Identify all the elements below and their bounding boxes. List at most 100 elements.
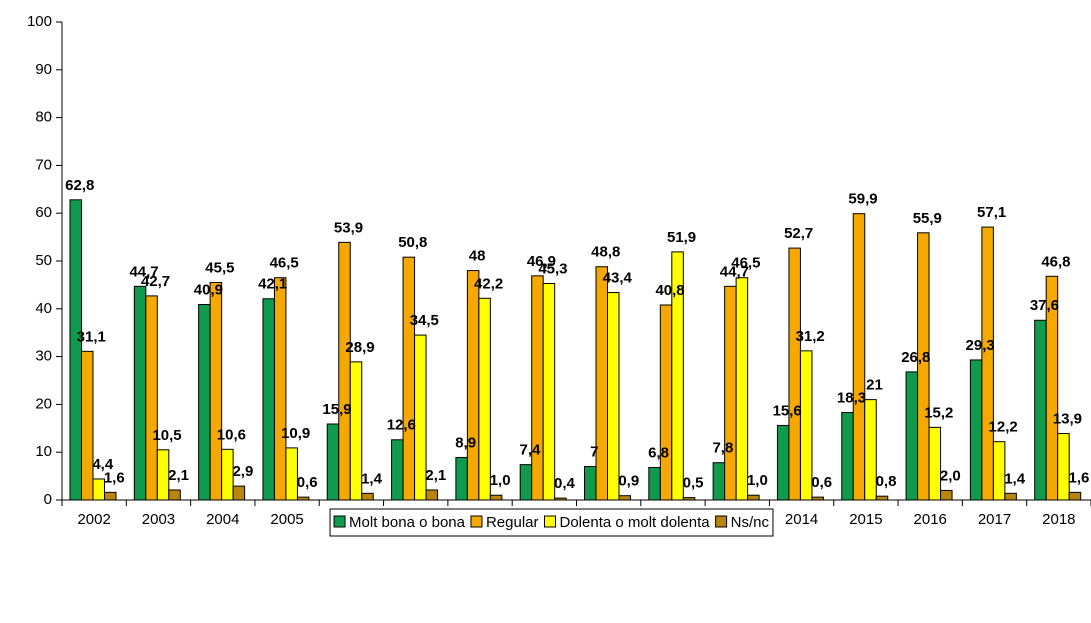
bar <box>198 303 211 501</box>
y-tick-label: 90 <box>35 61 52 78</box>
bar <box>232 485 246 501</box>
bar <box>724 285 737 501</box>
data-label: 42,1 <box>258 276 287 293</box>
data-label: 2,9 <box>232 463 253 480</box>
bar <box>1045 275 1059 501</box>
bar <box>326 423 340 501</box>
bar <box>682 497 696 501</box>
data-label: 4,4 <box>92 456 114 473</box>
bar <box>519 464 533 501</box>
data-label: 10,5 <box>152 427 181 444</box>
y-tick-label: 70 <box>35 156 52 173</box>
y-tick-label: 40 <box>35 300 52 317</box>
y-tick-label: 100 <box>27 13 52 30</box>
data-label: 15,6 <box>773 402 802 419</box>
data-label: 0,8 <box>876 473 897 490</box>
y-tick-label: 60 <box>35 204 52 221</box>
data-label: 52,7 <box>784 225 813 242</box>
bar <box>402 256 416 501</box>
data-label: 51,9 <box>667 229 696 246</box>
data-label: 18,3 <box>837 389 866 406</box>
data-label: 0,5 <box>683 475 704 492</box>
data-label: 29,3 <box>966 337 995 354</box>
y-tick-label: 30 <box>35 348 52 365</box>
x-tick-label: 2015 <box>849 511 882 528</box>
bar <box>905 371 919 501</box>
bar <box>361 492 374 501</box>
bar <box>584 466 597 501</box>
data-label: 31,2 <box>796 328 825 345</box>
bar <box>104 491 117 501</box>
bar <box>69 199 82 501</box>
bar <box>981 226 994 501</box>
data-label: 45,5 <box>205 259 234 276</box>
bar <box>92 478 105 501</box>
bar <box>531 275 544 501</box>
bar <box>273 277 287 501</box>
bar <box>747 494 760 501</box>
data-label: 48,8 <box>591 244 620 261</box>
bar <box>349 361 363 501</box>
data-label: 8,9 <box>455 434 476 451</box>
x-tick-label: 2004 <box>206 511 239 528</box>
x-tick-label: 2017 <box>978 511 1011 528</box>
data-label: 40,9 <box>194 281 223 298</box>
legend-swatch <box>333 515 346 528</box>
data-label: 2,0 <box>940 467 961 484</box>
bar <box>1004 492 1017 501</box>
bar <box>391 439 404 501</box>
data-label: 46,8 <box>1041 253 1070 270</box>
bar <box>1057 433 1070 501</box>
data-label: 57,1 <box>977 204 1006 221</box>
data-label: 2,1 <box>168 467 189 484</box>
bar <box>864 399 877 501</box>
bar <box>489 494 503 501</box>
legend-swatch <box>715 515 728 528</box>
bar <box>992 441 1006 501</box>
bar <box>554 497 567 501</box>
bar <box>671 251 684 501</box>
data-label: 1,6 <box>1069 469 1090 486</box>
bar <box>81 350 94 501</box>
data-label: 0,9 <box>618 473 639 490</box>
data-label: 12,6 <box>387 417 416 434</box>
x-tick-label: 2003 <box>142 511 175 528</box>
bar <box>659 304 673 501</box>
data-label: 62,8 <box>65 177 94 194</box>
data-label: 6,8 <box>648 444 669 461</box>
data-label: 0,6 <box>297 474 318 491</box>
data-label: 44,7 <box>129 263 158 280</box>
data-label: 59,9 <box>848 191 877 208</box>
data-label: 0,4 <box>554 475 576 492</box>
legend-label: Ns/nc <box>731 514 770 531</box>
data-label: 7 <box>590 444 598 461</box>
data-label: 15,9 <box>322 401 351 418</box>
bar <box>940 489 953 501</box>
bar <box>425 489 439 501</box>
bar <box>262 298 275 501</box>
y-tick-label: 10 <box>35 443 52 460</box>
bar <box>735 277 749 501</box>
bar <box>595 266 608 501</box>
bar <box>338 241 351 501</box>
bar <box>969 359 983 501</box>
bar <box>133 285 147 501</box>
data-label: 1,4 <box>361 470 383 487</box>
data-label: 44,7 <box>720 263 749 280</box>
data-label: 15,2 <box>924 404 953 421</box>
data-label: 21 <box>866 377 883 394</box>
data-label: 55,9 <box>913 210 942 227</box>
bar <box>466 270 480 501</box>
bar <box>209 282 223 501</box>
bar <box>1034 319 1047 501</box>
x-tick-label: 2018 <box>1042 511 1075 528</box>
y-tick-label: 50 <box>35 252 52 269</box>
data-label: 42,2 <box>474 275 503 292</box>
data-label: 46,9 <box>527 253 556 270</box>
data-label: 7,8 <box>712 440 733 457</box>
legend-swatch <box>544 515 556 528</box>
bar <box>917 232 930 501</box>
bar <box>168 489 181 501</box>
data-label: 40,8 <box>655 282 684 299</box>
bar <box>478 297 491 501</box>
